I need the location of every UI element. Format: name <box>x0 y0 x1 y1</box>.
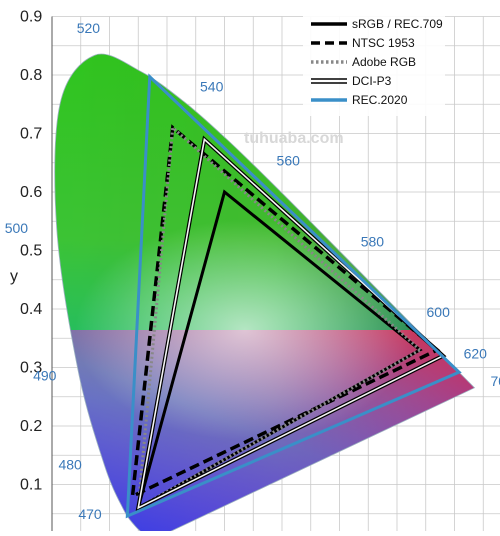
wavelength-label-520: 520 <box>77 20 101 36</box>
wavelength-label-540: 540 <box>200 79 224 95</box>
wavelength-label-700: 700 <box>490 373 500 389</box>
wavelength-label-580: 580 <box>361 233 385 249</box>
gamut-dci-p3-inner <box>137 137 445 510</box>
gamut-triangles <box>125 73 462 519</box>
legend-label-3: DCI-P3 <box>352 74 392 88</box>
wavelength-label-490: 490 <box>33 367 57 383</box>
legend-label-4: REC.2020 <box>352 93 408 107</box>
legend: sRGB / REC.709 NTSC 1953 Adobe RGB DCI-P3 RE… <box>303 12 445 116</box>
wavelength-label-620: 620 <box>464 346 488 362</box>
legend-label-2: Adobe RGB <box>352 55 416 69</box>
y-tick-label: 0.9 <box>20 9 42 26</box>
legend-label-1: NTSC 1953 <box>352 36 415 50</box>
gamut-ntsc-1953 <box>130 124 441 500</box>
y-tick-label: 0.7 <box>20 126 42 143</box>
gamut-adobe-rgb <box>136 124 423 511</box>
y-tick-label: 0.3 <box>20 360 42 377</box>
y-tick-label: 0.8 <box>20 67 42 84</box>
wavelength-label-470: 470 <box>78 506 102 522</box>
y-tick-label: 0.4 <box>20 301 42 318</box>
y-tick-label: 0.5 <box>20 243 42 260</box>
wavelength-label-480: 480 <box>58 456 82 472</box>
wavelength-labels: 460470480490500520540560580600620700 <box>5 20 500 536</box>
wavelength-label-560: 560 <box>277 153 301 169</box>
wavelength-label-600: 600 <box>427 304 451 320</box>
wavelength-label-500: 500 <box>5 220 29 236</box>
legend-label-0: sRGB / REC.709 <box>352 17 443 31</box>
gamut-srgb-rec-709 <box>135 189 423 511</box>
y-axis-label: y <box>10 268 18 285</box>
watermark: tuhuaba.com <box>244 130 344 147</box>
gamut-rec-2020 <box>125 73 462 519</box>
y-tick-label: 0.6 <box>20 184 42 201</box>
y-tick-label: 0.2 <box>20 418 42 435</box>
y-axis-ticks: 0.1 0.2 0.3 0.4 0.5 0.6 0.7 0.8 0.9 <box>20 9 42 494</box>
y-tick-label: 0.1 <box>20 477 42 494</box>
